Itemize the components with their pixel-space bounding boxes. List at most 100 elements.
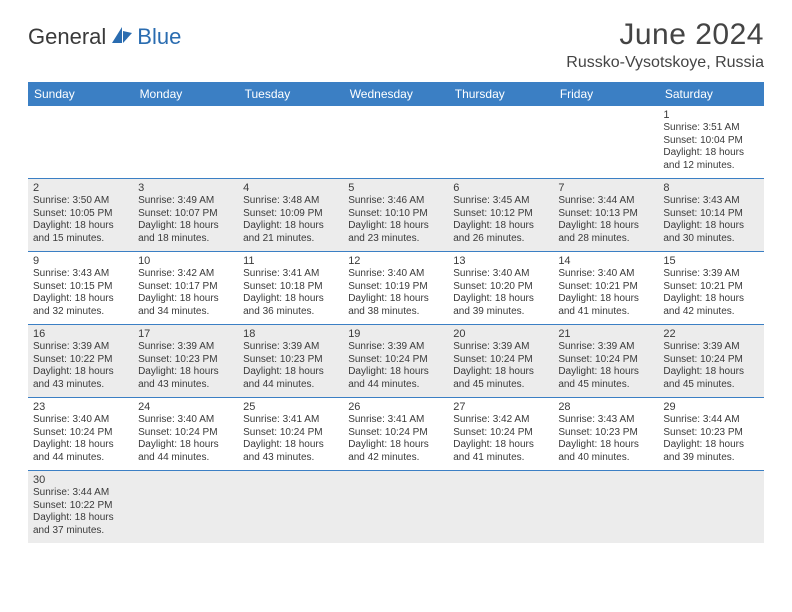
calendar-week-row: 2Sunrise: 3:50 AMSunset: 10:05 PMDayligh…: [28, 179, 764, 252]
calendar-day-cell: 5Sunrise: 3:46 AMSunset: 10:10 PMDayligh…: [343, 179, 448, 252]
calendar-empty-cell: [133, 471, 238, 544]
daylight-line: Daylight: 18 hours and 41 minutes.: [558, 293, 653, 318]
day-number: 15: [663, 255, 758, 267]
daylight-line: Daylight: 18 hours and 41 minutes.: [453, 439, 548, 464]
day-header: Friday: [553, 82, 658, 106]
day-number: 21: [558, 328, 653, 340]
page-title: June 2024: [566, 18, 764, 52]
daylight-line: Daylight: 18 hours and 28 minutes.: [558, 220, 653, 245]
day-number: 8: [663, 182, 758, 194]
sunrise-line: Sunrise: 3:45 AM: [453, 195, 548, 208]
sunrise-line: Sunrise: 3:39 AM: [33, 341, 128, 354]
day-number: 10: [138, 255, 233, 267]
sunrise-line: Sunrise: 3:41 AM: [348, 414, 443, 427]
page-subtitle: Russko-Vysotskoye, Russia: [566, 54, 764, 72]
daylight-line: Daylight: 18 hours and 18 minutes.: [138, 220, 233, 245]
sunset-line: Sunset: 10:07 PM: [138, 208, 233, 221]
day-number: 19: [348, 328, 443, 340]
sunrise-line: Sunrise: 3:48 AM: [243, 195, 338, 208]
sunset-line: Sunset: 10:20 PM: [453, 281, 548, 294]
calendar-empty-cell: [658, 471, 763, 544]
sunset-line: Sunset: 10:04 PM: [663, 135, 758, 148]
daylight-line: Daylight: 18 hours and 32 minutes.: [33, 293, 128, 318]
daylight-line: Daylight: 18 hours and 42 minutes.: [348, 439, 443, 464]
calendar-day-cell: 20Sunrise: 3:39 AMSunset: 10:24 PMDaylig…: [448, 325, 553, 398]
sunrise-line: Sunrise: 3:51 AM: [663, 122, 758, 135]
daylight-line: Daylight: 18 hours and 39 minutes.: [663, 439, 758, 464]
calendar-week-row: 9Sunrise: 3:43 AMSunset: 10:15 PMDayligh…: [28, 252, 764, 325]
sunrise-line: Sunrise: 3:39 AM: [453, 341, 548, 354]
calendar-day-cell: 16Sunrise: 3:39 AMSunset: 10:22 PMDaylig…: [28, 325, 133, 398]
calendar-head: SundayMondayTuesdayWednesdayThursdayFrid…: [28, 82, 764, 106]
calendar-empty-cell: [133, 106, 238, 179]
sunset-line: Sunset: 10:13 PM: [558, 208, 653, 221]
day-number: 4: [243, 182, 338, 194]
calendar-day-cell: 13Sunrise: 3:40 AMSunset: 10:20 PMDaylig…: [448, 252, 553, 325]
day-header: Tuesday: [238, 82, 343, 106]
day-number: 23: [33, 401, 128, 413]
sunset-line: Sunset: 10:24 PM: [453, 427, 548, 440]
day-number: 18: [243, 328, 338, 340]
day-number: 16: [33, 328, 128, 340]
day-number: 17: [138, 328, 233, 340]
day-number: 24: [138, 401, 233, 413]
sunset-line: Sunset: 10:17 PM: [138, 281, 233, 294]
daylight-line: Daylight: 18 hours and 23 minutes.: [348, 220, 443, 245]
sunrise-line: Sunrise: 3:39 AM: [663, 268, 758, 281]
calendar-empty-cell: [238, 471, 343, 544]
daylight-line: Daylight: 18 hours and 43 minutes.: [33, 366, 128, 391]
sunset-line: Sunset: 10:24 PM: [453, 354, 548, 367]
sunset-line: Sunset: 10:23 PM: [663, 427, 758, 440]
day-number: 1: [663, 109, 758, 121]
sunset-line: Sunset: 10:24 PM: [33, 427, 128, 440]
day-header: Thursday: [448, 82, 553, 106]
sunset-line: Sunset: 10:24 PM: [558, 354, 653, 367]
day-number: 6: [453, 182, 548, 194]
daylight-line: Daylight: 18 hours and 26 minutes.: [453, 220, 548, 245]
day-header-row: SundayMondayTuesdayWednesdayThursdayFrid…: [28, 82, 764, 106]
sunset-line: Sunset: 10:18 PM: [243, 281, 338, 294]
daylight-line: Daylight: 18 hours and 42 minutes.: [663, 293, 758, 318]
calendar-empty-cell: [238, 106, 343, 179]
calendar-table: SundayMondayTuesdayWednesdayThursdayFrid…: [28, 82, 764, 543]
calendar-day-cell: 21Sunrise: 3:39 AMSunset: 10:24 PMDaylig…: [553, 325, 658, 398]
calendar-day-cell: 7Sunrise: 3:44 AMSunset: 10:13 PMDayligh…: [553, 179, 658, 252]
day-number: 12: [348, 255, 443, 267]
daylight-line: Daylight: 18 hours and 30 minutes.: [663, 220, 758, 245]
calendar-day-cell: 27Sunrise: 3:42 AMSunset: 10:24 PMDaylig…: [448, 398, 553, 471]
daylight-line: Daylight: 18 hours and 36 minutes.: [243, 293, 338, 318]
daylight-line: Daylight: 18 hours and 43 minutes.: [243, 439, 338, 464]
day-number: 27: [453, 401, 548, 413]
sunset-line: Sunset: 10:14 PM: [663, 208, 758, 221]
calendar-day-cell: 17Sunrise: 3:39 AMSunset: 10:23 PMDaylig…: [133, 325, 238, 398]
day-number: 20: [453, 328, 548, 340]
sunrise-line: Sunrise: 3:39 AM: [558, 341, 653, 354]
calendar-day-cell: 29Sunrise: 3:44 AMSunset: 10:23 PMDaylig…: [658, 398, 763, 471]
sunset-line: Sunset: 10:19 PM: [348, 281, 443, 294]
daylight-line: Daylight: 18 hours and 34 minutes.: [138, 293, 233, 318]
calendar-week-row: 1Sunrise: 3:51 AMSunset: 10:04 PMDayligh…: [28, 106, 764, 179]
daylight-line: Daylight: 18 hours and 43 minutes.: [138, 366, 233, 391]
daylight-line: Daylight: 18 hours and 44 minutes.: [348, 366, 443, 391]
sunrise-line: Sunrise: 3:50 AM: [33, 195, 128, 208]
sunrise-line: Sunrise: 3:44 AM: [558, 195, 653, 208]
day-number: 11: [243, 255, 338, 267]
sunset-line: Sunset: 10:22 PM: [33, 354, 128, 367]
day-header: Sunday: [28, 82, 133, 106]
calendar-day-cell: 23Sunrise: 3:40 AMSunset: 10:24 PMDaylig…: [28, 398, 133, 471]
sunrise-line: Sunrise: 3:39 AM: [243, 341, 338, 354]
sunrise-line: Sunrise: 3:43 AM: [33, 268, 128, 281]
day-number: 30: [33, 474, 128, 486]
daylight-line: Daylight: 18 hours and 12 minutes.: [663, 147, 758, 172]
sunrise-line: Sunrise: 3:39 AM: [138, 341, 233, 354]
sunset-line: Sunset: 10:22 PM: [33, 500, 128, 513]
calendar-day-cell: 30Sunrise: 3:44 AMSunset: 10:22 PMDaylig…: [28, 471, 133, 544]
calendar-day-cell: 26Sunrise: 3:41 AMSunset: 10:24 PMDaylig…: [343, 398, 448, 471]
calendar-body: 1Sunrise: 3:51 AMSunset: 10:04 PMDayligh…: [28, 106, 764, 543]
daylight-line: Daylight: 18 hours and 44 minutes.: [33, 439, 128, 464]
calendar-day-cell: 10Sunrise: 3:42 AMSunset: 10:17 PMDaylig…: [133, 252, 238, 325]
logo-text-general: General: [28, 24, 106, 50]
sunset-line: Sunset: 10:24 PM: [348, 427, 443, 440]
calendar-empty-cell: [553, 106, 658, 179]
day-number: 9: [33, 255, 128, 267]
